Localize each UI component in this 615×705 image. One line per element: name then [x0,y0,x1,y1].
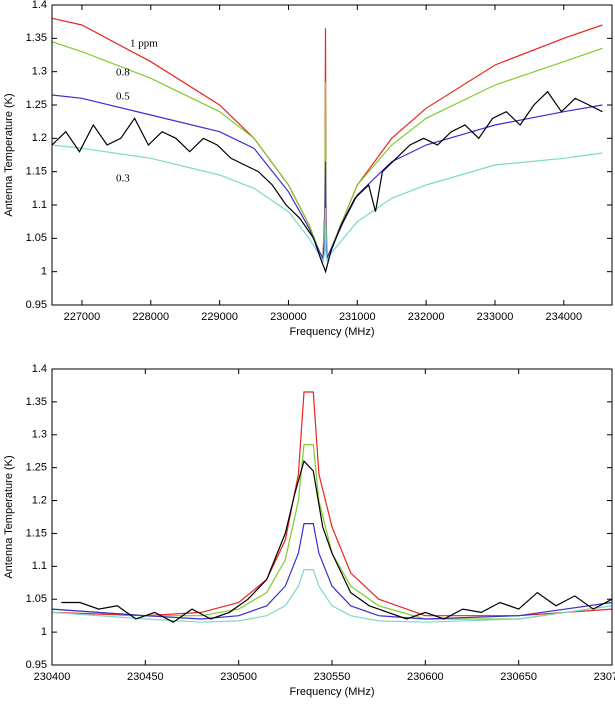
series-line [52,391,612,617]
y-tick-label: 1.15 [26,166,47,178]
y-tick-label: 1.15 [26,527,47,539]
y-tick-label: 1.35 [26,396,47,408]
y-tick-label: 1.05 [26,232,47,244]
x-axis-label: Frequency (MHz) [290,326,375,338]
series-line [52,90,603,274]
plot-area [52,391,612,623]
x-tick-label: 227000 [64,311,101,323]
annotation: 1 ppm [130,38,158,50]
x-tick-label: 230650 [500,671,537,683]
series-line [52,444,612,620]
x-tick-label: 228000 [132,311,169,323]
x-tick-label: 230700 [594,671,615,683]
x-tick-label: 233000 [477,311,514,323]
x-tick-label: 230500 [220,671,257,683]
y-tick-label: 1.05 [26,593,47,605]
x-tick-label: 230600 [407,671,444,683]
x-tick-label: 232000 [408,311,445,323]
annotation: 0.3 [116,173,130,185]
x-tick-label: 229000 [201,311,238,323]
y-tick-label: 1.2 [32,132,47,144]
y-tick-label: 1.4 [32,363,47,375]
y-tick-label: 0.95 [26,299,47,311]
y-tick-label: 0.95 [26,659,47,671]
x-tick-label: 231000 [339,311,376,323]
series-line [52,94,603,261]
plot-frame [51,368,613,666]
plot-area [52,17,603,274]
y-tick-label: 1 [41,626,47,638]
x-tick-label: 230400 [34,671,71,683]
x-axis-label: Frequency (MHz) [290,686,375,698]
annotation: 0.8 [116,67,130,79]
x-tick-label: 234000 [545,311,582,323]
series-line [61,459,612,623]
x-tick-label: 230000 [270,311,307,323]
y-axis-label: Antenna Temperature (K) [3,93,15,216]
y-tick-label: 1 [41,266,47,278]
y-tick-label: 1.35 [26,32,47,44]
y-tick-label: 1.4 [32,0,47,11]
plot-frame [51,4,613,306]
series-line [52,41,603,261]
series-line [52,523,612,620]
y-tick-label: 1.1 [32,199,47,211]
series-line [52,569,612,623]
y-tick-label: 1.25 [26,462,47,474]
x-tick-label: 230450 [127,671,164,683]
series-line [52,144,603,264]
series-line [52,17,603,261]
y-tick-label: 1.1 [32,560,47,572]
y-axis-label: Antenna Temperature (K) [3,455,15,578]
y-tick-label: 1.3 [32,429,47,441]
annotation: 0.5 [116,91,130,103]
x-tick-label: 230550 [314,671,351,683]
y-tick-label: 1.2 [32,494,47,506]
y-tick-label: 1.25 [26,99,47,111]
y-tick-label: 1.3 [32,66,47,78]
